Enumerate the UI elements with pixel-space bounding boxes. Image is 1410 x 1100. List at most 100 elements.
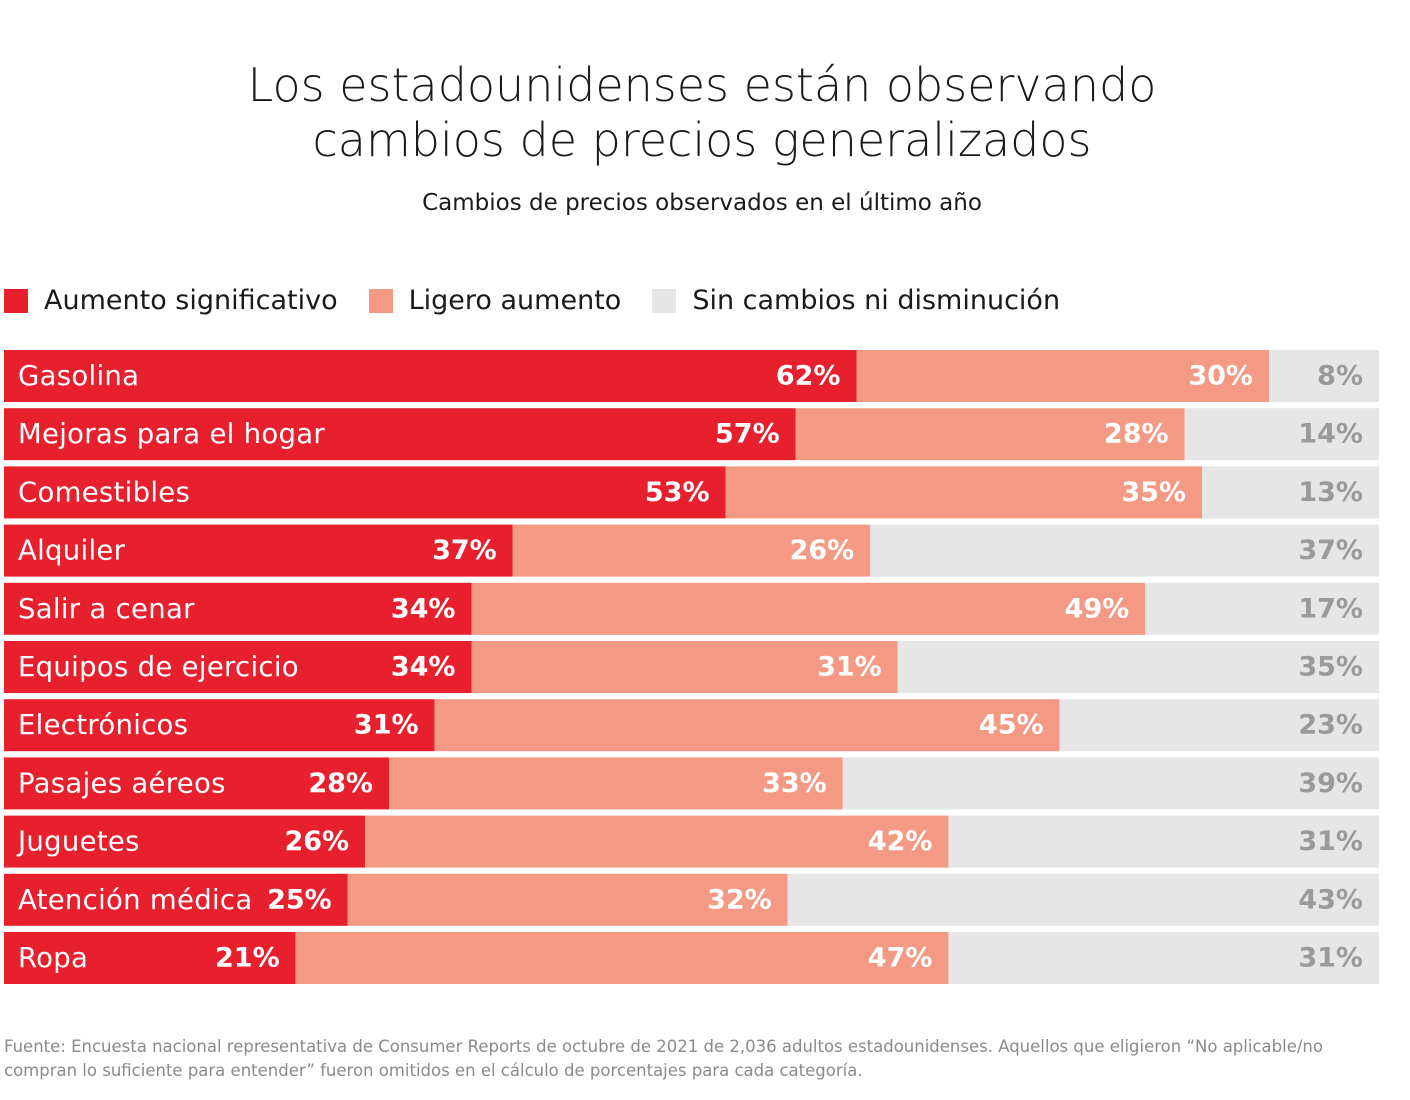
- value-label-none: 43%: [1298, 884, 1363, 915]
- category-label: Salir a cenar: [18, 593, 195, 625]
- bar-segment-slight: [389, 757, 843, 810]
- value-label-none: 31%: [1298, 943, 1363, 974]
- category-label: Gasolina: [18, 360, 139, 392]
- value-label-significant: 62%: [776, 361, 841, 392]
- footnote-line-2: compran lo suficiente para entender” fue…: [4, 1061, 863, 1080]
- bar-row-juguetes: Juguetes 26% 42% 31%: [4, 815, 1379, 868]
- value-label-significant: 53%: [645, 477, 710, 508]
- bar-row-electronicos: Electrónicos 31% 45% 23%: [4, 699, 1379, 752]
- value-label-significant: 25%: [267, 884, 332, 915]
- bar-row-equipos-de-ejercicio: Equipos de ejercicio 34% 31% 35%: [4, 641, 1379, 693]
- category-label: Ropa: [18, 942, 88, 974]
- category-label: Equipos de ejercicio: [18, 651, 299, 683]
- value-label-slight: 42%: [868, 826, 933, 857]
- bar-segment-significant: [4, 524, 513, 577]
- value-label-slight: 30%: [1188, 361, 1253, 392]
- value-label-slight: 47%: [868, 943, 933, 974]
- legend-swatch-none: [652, 289, 677, 313]
- legend: Aumento significativo Ligero aumento Sin…: [4, 283, 1091, 319]
- category-label: Comestibles: [18, 476, 190, 508]
- bar-segment-significant: [4, 757, 389, 810]
- value-label-significant: 34%: [391, 652, 456, 683]
- value-label-significant: 26%: [284, 826, 349, 857]
- chart-title: Los estadounidenses están observando cam…: [0, 58, 1404, 168]
- value-label-slight: 33%: [762, 768, 827, 799]
- legend-label-none: Sin cambios ni disminución: [692, 285, 1061, 316]
- bar-segment-significant: [4, 408, 796, 461]
- bar-segment-significant: [4, 699, 435, 752]
- value-label-none: 23%: [1298, 710, 1363, 741]
- category-label: Pasajes aéreos: [18, 767, 226, 799]
- value-label-none: 39%: [1298, 768, 1363, 799]
- value-label-none: 35%: [1298, 652, 1363, 683]
- bar-segment-none: [842, 757, 1379, 810]
- legend-item-significant: Aumento significativo: [4, 283, 338, 319]
- footnote-line-1: Fuente: Encuesta nacional representativa…: [4, 1037, 1323, 1056]
- legend-item-none: Sin cambios ni disminución: [652, 283, 1060, 319]
- bar-row-alquiler: Alquiler 37% 26% 37%: [4, 524, 1379, 577]
- value-label-slight: 35%: [1121, 477, 1186, 508]
- bar-segment-significant: [4, 932, 296, 984]
- bar-row-ropa: Ropa 21% 47% 31%: [4, 932, 1379, 984]
- value-label-none: 14%: [1298, 419, 1363, 450]
- bar-row-salir-a-cenar: Salir a cenar 34% 49% 17%: [4, 582, 1379, 635]
- value-label-none: 13%: [1298, 477, 1363, 508]
- bar-segment-none: [1145, 582, 1379, 635]
- category-label: Electrónicos: [18, 709, 188, 741]
- value-label-none: 8%: [1317, 361, 1363, 392]
- bar-segment-none: [897, 641, 1379, 693]
- bar-segment-slight: [295, 932, 949, 984]
- value-label-significant: 34%: [391, 593, 456, 624]
- bar-segment-significant: [4, 582, 472, 635]
- bar-segment-slight: [434, 699, 1060, 752]
- legend-label-slight: Ligero aumento: [408, 285, 622, 316]
- value-label-significant: 57%: [715, 419, 780, 450]
- value-label-significant: 21%: [215, 943, 280, 974]
- value-label-slight: 28%: [1104, 419, 1169, 450]
- value-label-slight: 49%: [1065, 593, 1130, 624]
- bar-segment-significant: [4, 350, 857, 402]
- bar-segment-none: [1059, 699, 1379, 752]
- legend-label-significant: Aumento significativo: [44, 285, 338, 316]
- value-label-significant: 31%: [354, 710, 419, 741]
- bar-row-mejoras-para-el-hogar: Mejoras para el hogar 57% 28% 14%: [4, 408, 1379, 461]
- bar-segment-none: [1269, 350, 1379, 402]
- value-label-none: 31%: [1298, 826, 1363, 857]
- value-label-none: 37%: [1298, 535, 1363, 566]
- bar-segment-none: [948, 815, 1379, 868]
- bar-segment-slight: [347, 873, 788, 926]
- legend-swatch-significant: [4, 289, 28, 313]
- legend-swatch-slight: [368, 289, 393, 313]
- value-label-slight: 45%: [979, 710, 1044, 741]
- bar-segment-slight: [471, 582, 1146, 635]
- value-label-slight: 26%: [790, 535, 855, 566]
- category-label: Alquiler: [18, 535, 126, 567]
- chart-title-line-2: cambios de precios generalizados: [312, 113, 1092, 167]
- bar-segment-slight: [365, 815, 949, 868]
- value-label-significant: 37%: [432, 535, 497, 566]
- bar-segment-significant: [4, 641, 472, 693]
- bar-segment-significant: [4, 466, 726, 519]
- bar-segment-slight: [725, 466, 1203, 519]
- chart-title-line-1: Los estadounidenses están observando: [247, 58, 1157, 112]
- category-label: Mejoras para el hogar: [18, 418, 325, 450]
- category-label: Atención médica: [18, 884, 253, 916]
- value-label-slight: 31%: [817, 652, 882, 683]
- bar-segment-none: [948, 932, 1379, 984]
- bar-segment-slight: [512, 524, 871, 577]
- bar-row-atencion-medica: Atención médica 25% 32% 43%: [4, 873, 1379, 926]
- footnote: Fuente: Encuesta nacional representativa…: [4, 1035, 1384, 1083]
- bar-segment-significant: [4, 815, 366, 868]
- bar-segment-none: [787, 873, 1379, 926]
- legend-item-slight: Ligero aumento: [368, 283, 622, 319]
- bar-row-pasajes-aereos: Pasajes aéreos 28% 33% 39%: [4, 757, 1379, 810]
- bar-segment-significant: [4, 873, 348, 926]
- value-label-significant: 28%: [308, 768, 373, 799]
- bar-segment-slight: [795, 408, 1185, 461]
- value-label-slight: 32%: [707, 884, 772, 915]
- category-label: Juguetes: [16, 826, 140, 858]
- bar-segment-slight: [856, 350, 1269, 402]
- bar-row-gasolina: Gasolina 62% 30% 8%: [4, 350, 1379, 402]
- chart-subtitle: Cambios de precios observados en el últi…: [422, 190, 982, 216]
- bar-segment-slight: [471, 641, 898, 693]
